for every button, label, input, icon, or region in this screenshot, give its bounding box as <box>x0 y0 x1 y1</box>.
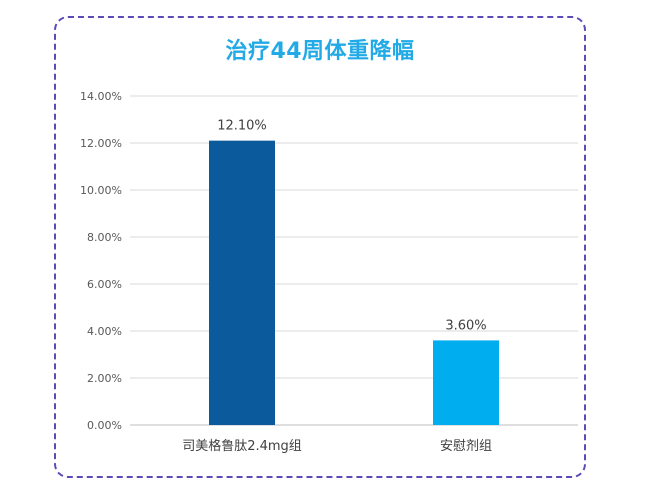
y-tick-label: 4.00% <box>87 325 122 338</box>
y-tick-label: 10.00% <box>80 184 122 197</box>
chart-title: 治疗44周体重降幅 <box>225 39 415 64</box>
y-tick-label: 6.00% <box>87 278 122 291</box>
category-labels: 司美格鲁肽2.4mg组 安慰剂组 <box>182 438 492 454</box>
y-tick-label: 2.00% <box>87 372 122 385</box>
bars <box>209 140 499 425</box>
y-tick-label: 14.00% <box>80 90 122 103</box>
y-axis-ticks: 0.00% 2.00% 4.00% 6.00% 8.00% 10.00% 12.00% 14.… <box>80 90 122 432</box>
y-tick-label: 0.00% <box>87 419 122 432</box>
y-tick-label: 8.00% <box>87 231 122 244</box>
bar <box>209 140 275 425</box>
category-label: 安慰剂组 <box>440 439 492 454</box>
gridlines <box>130 95 578 426</box>
category-label: 司美格鲁肽2.4mg组 <box>182 438 302 454</box>
bar <box>433 340 499 425</box>
data-label: 3.60% <box>445 318 486 333</box>
data-labels: 12.10% 3.60% <box>217 119 486 334</box>
data-label: 12.10% <box>217 119 267 134</box>
y-tick-label: 12.00% <box>80 137 122 150</box>
